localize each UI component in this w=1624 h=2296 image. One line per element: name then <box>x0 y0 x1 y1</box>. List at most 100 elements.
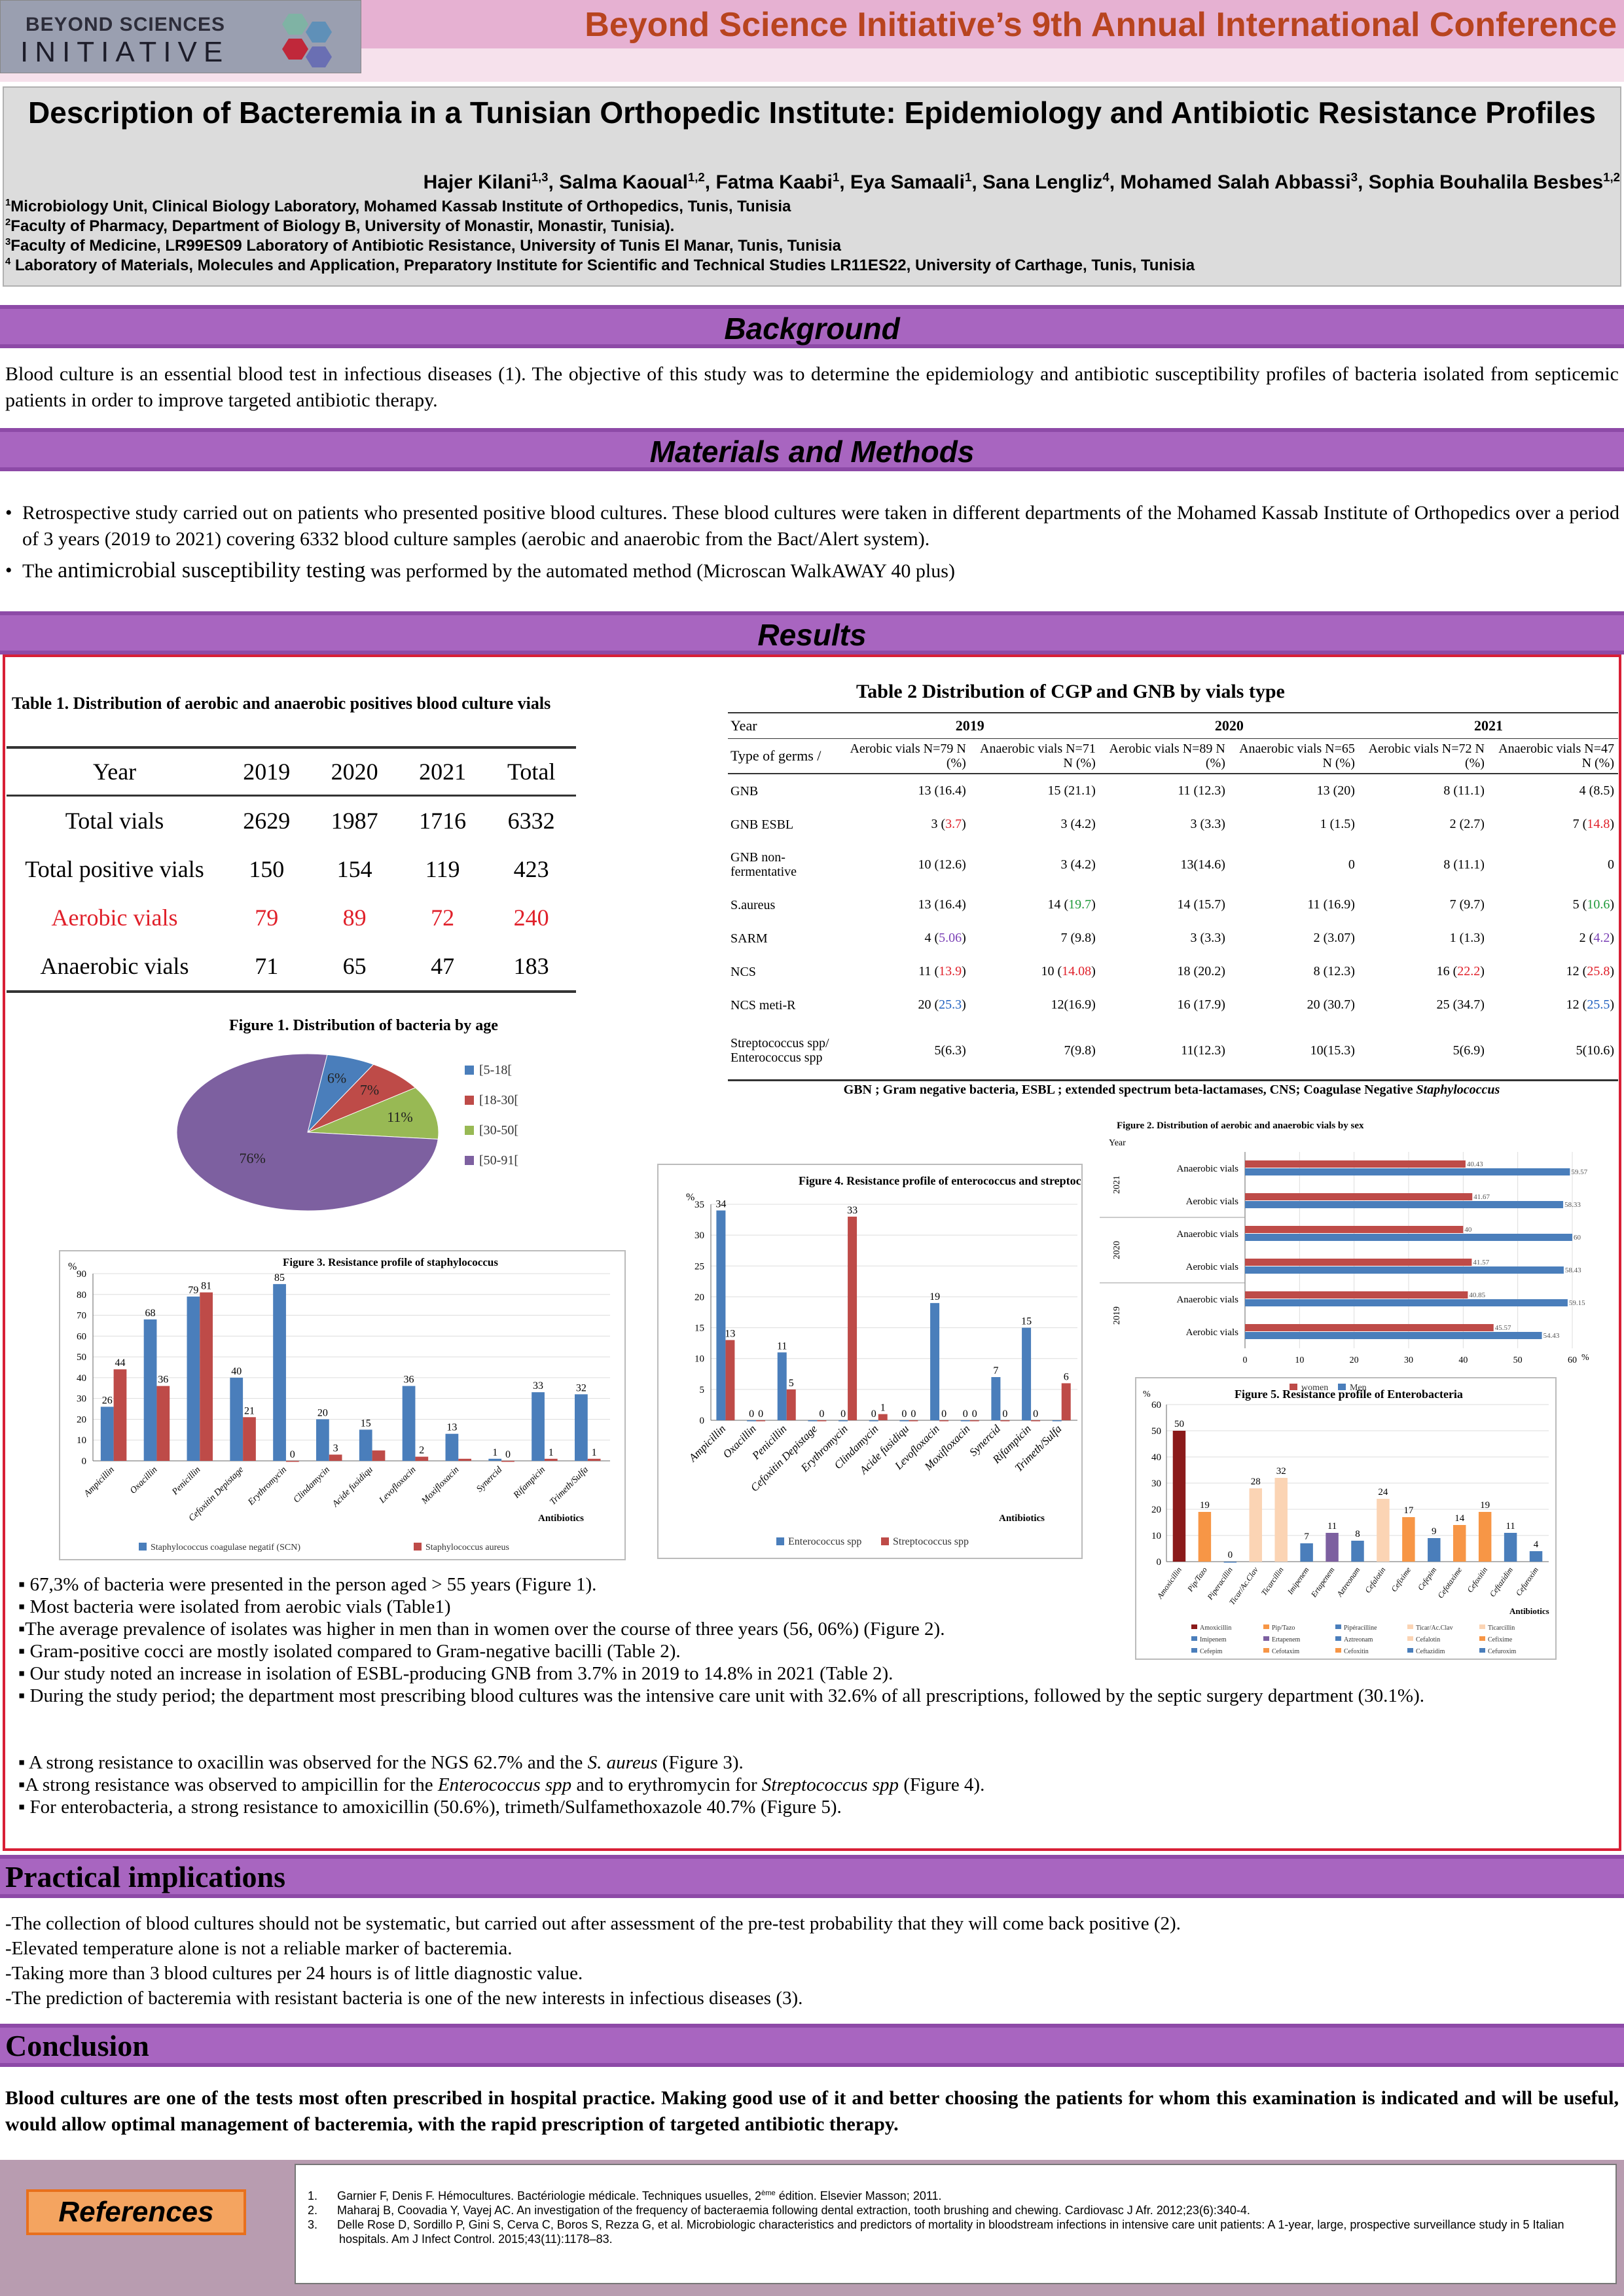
table1-cell: 72 <box>431 905 455 931</box>
bar <box>1000 1420 1010 1422</box>
bar-value-label: 33 <box>847 1205 857 1216</box>
pie-slice <box>307 1087 439 1139</box>
y-tick-label: 20 <box>1151 1505 1161 1515</box>
references-list <box>295 2164 1617 2284</box>
bar-value-label: 13 <box>725 1328 735 1339</box>
table2-cell: 5 (10.6) <box>1572 897 1614 912</box>
bar <box>1351 1541 1364 1562</box>
table2-cell: 7 (9.8) <box>1060 931 1096 945</box>
bar <box>1245 1299 1568 1306</box>
legend-label: [30-50[ <box>479 1123 518 1138</box>
table2-cell: 5(6.3) <box>934 1043 966 1058</box>
table2-column-head: Anaerobic vials N=65 N (%) <box>1229 738 1359 774</box>
legend-label: Ertapenem <box>1272 1636 1301 1643</box>
bar <box>1478 1512 1492 1562</box>
table2-cell: 0 <box>1608 857 1614 872</box>
bar <box>777 1352 787 1420</box>
author-affiliation-sup: 1 <box>964 170 972 184</box>
bar-value-label: 0 <box>819 1408 824 1420</box>
y-tick-label: Anaerobic vials <box>1176 1295 1238 1305</box>
table1-caption: Table 1. Distribution of aerobic and ana… <box>12 694 551 713</box>
table2-cell: 14 (19.7) <box>1047 897 1096 912</box>
bar-value-label: 15 <box>361 1418 371 1429</box>
y-tick-label: 90 <box>77 1269 86 1280</box>
bar <box>1245 1226 1464 1233</box>
bar-value-label: 68 <box>145 1308 156 1319</box>
result-bullet-3: ▪The average prevalence of isolates was … <box>18 1619 945 1640</box>
bar <box>848 1216 857 1420</box>
y-axis-label: % <box>686 1192 695 1203</box>
table2-cell: 4 (8.5) <box>1579 783 1614 798</box>
bar-value-label: 44 <box>115 1357 125 1369</box>
practical-heading: Practical implications <box>5 1860 285 1893</box>
bar-value-label: 11 <box>1327 1521 1337 1532</box>
x-tick-label: Penicillin <box>170 1465 203 1498</box>
bar-value-label: 4 <box>1534 1539 1539 1550</box>
bar-value-label: 3 <box>333 1443 338 1454</box>
bar-value-label: 36 <box>158 1374 168 1386</box>
legend-swatch <box>139 1543 147 1551</box>
author-affiliation-sup: 4 <box>1102 170 1110 184</box>
bar <box>1529 1551 1543 1562</box>
bar <box>372 1450 386 1461</box>
table1-header-cell: 2019 <box>223 747 311 797</box>
reference-1: 1. Garnier F, Denis F. Hémocultures. Bac… <box>308 2189 942 2202</box>
logo-line2: INITIATIVE <box>20 36 230 68</box>
table2-cell: 15 (21.1) <box>1047 783 1096 798</box>
table2-cell: 11(12.3) <box>1181 1043 1225 1058</box>
table1-cell: 154 <box>336 856 372 882</box>
table2-year-label: Year <box>728 713 840 739</box>
legend-swatch <box>776 1537 784 1545</box>
practical-line-3: -Taking more than 3 blood cultures per 2… <box>5 1963 583 1984</box>
x-tick-label: 10 <box>1295 1355 1304 1365</box>
table2-cell: 10 (12.6) <box>918 857 966 872</box>
bar <box>869 1420 878 1422</box>
table2-cell: 1 (1.5) <box>1320 817 1355 831</box>
bar <box>316 1419 329 1461</box>
y-tick-label: Aerobic vials <box>1186 1196 1239 1207</box>
table2-row-label: NCS <box>731 964 756 979</box>
bar-value-label: 0 <box>1228 1550 1233 1560</box>
table2-cell: 7(9.8) <box>1064 1043 1096 1058</box>
table1-cell: 65 <box>342 953 367 979</box>
bar-value-label: 20 <box>317 1407 328 1418</box>
result-bullet-4: ▪ Gram-positive cocci are mostly isolate… <box>18 1641 681 1662</box>
legend-swatch <box>1335 1636 1341 1641</box>
x-tick-label: Cefotaxime <box>1435 1565 1464 1600</box>
bar <box>817 1420 827 1422</box>
x-axis-label: Antibiotics <box>999 1513 1045 1524</box>
table1-cell: 6332 <box>507 808 555 834</box>
y-tick-label: 30 <box>695 1230 704 1241</box>
legend-swatch <box>1263 1624 1269 1629</box>
y-axis-label: % <box>1143 1390 1151 1399</box>
y-tick-label: 10 <box>1151 1531 1161 1541</box>
reference-2: 2. Maharaj B, Coovadia Y, Vayej AC. An i… <box>308 2204 1250 2217</box>
bar <box>587 1458 601 1461</box>
table2-column-head: Aerobic vials N=79 N (%) <box>840 738 970 774</box>
table2-cell: 12 (25.8) <box>1566 964 1614 978</box>
y-tick-label: 10 <box>695 1354 704 1365</box>
legend-swatch <box>881 1537 889 1545</box>
legend-swatch <box>1191 1648 1197 1653</box>
result-bullet-6: ▪ During the study period; the departmen… <box>18 1685 1424 1706</box>
x-tick-label: Oxacillin <box>128 1465 159 1496</box>
legend-label: Streptococcus spp <box>893 1536 969 1547</box>
bar-value-label: 17 <box>1403 1505 1414 1516</box>
figure1-pie-chart: Figure 1. Distribution of bacteria by ag… <box>176 1017 518 1211</box>
x-tick-label: Imipenem <box>1285 1565 1310 1596</box>
bar <box>1402 1517 1415 1562</box>
bar <box>273 1283 286 1461</box>
y-tick-label: 40 <box>1151 1452 1161 1463</box>
legend-swatch <box>465 1126 474 1135</box>
y-tick-label: 20 <box>77 1414 86 1425</box>
author-name: Mohamed Salah Abbassi <box>1120 171 1351 193</box>
legend-label: Amoxicillin <box>1200 1624 1231 1632</box>
bar-value-label: 0 <box>505 1449 511 1460</box>
bar-value-label: 40 <box>231 1366 242 1377</box>
bar-value-label: 21 <box>244 1405 255 1416</box>
bar <box>1022 1327 1032 1420</box>
x-tick-label: Rifampicin <box>511 1465 547 1501</box>
bar-value-label: 0 <box>972 1408 977 1420</box>
bar-value-label: 32 <box>1276 1466 1286 1477</box>
y-tick-label: 20 <box>695 1292 704 1302</box>
